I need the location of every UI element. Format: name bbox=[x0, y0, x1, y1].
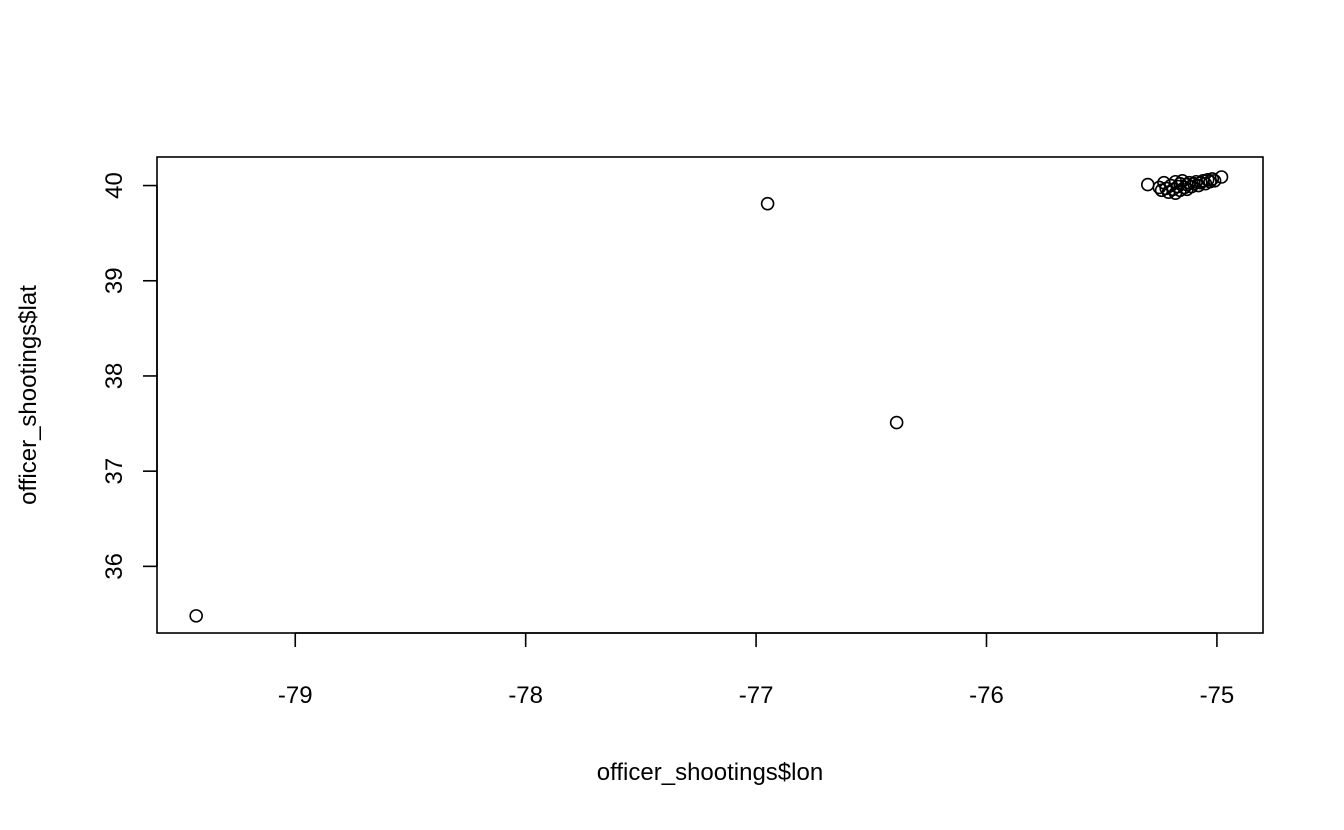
y-tick-label: 38 bbox=[101, 363, 128, 390]
data-point bbox=[1205, 172, 1220, 186]
x-tick-label: -78 bbox=[508, 682, 543, 709]
data-point bbox=[189, 609, 203, 623]
data-point bbox=[889, 415, 904, 430]
data-point bbox=[1200, 173, 1215, 187]
data-point bbox=[1203, 174, 1217, 189]
x-tick-label: -77 bbox=[739, 682, 774, 709]
data-point bbox=[760, 196, 775, 211]
data-points bbox=[189, 170, 1229, 623]
x-tick-label: -79 bbox=[278, 682, 313, 709]
data-point bbox=[1184, 179, 1199, 194]
data-point bbox=[1177, 180, 1192, 195]
data-point bbox=[1207, 174, 1222, 188]
x-tick-label: -75 bbox=[1200, 682, 1235, 709]
y-tick-label: 36 bbox=[101, 553, 128, 580]
x-tick-label: -76 bbox=[969, 682, 1004, 709]
x-axis: -79 -78 -77 -76 -75 bbox=[278, 632, 1235, 709]
y-tick-label: 37 bbox=[101, 458, 128, 485]
x-axis-title: officer_shootings$lon bbox=[597, 759, 823, 786]
plot-frame bbox=[156, 156, 1264, 634]
y-axis: 36 37 38 39 40 bbox=[101, 172, 158, 580]
y-tick-label: 40 bbox=[101, 172, 128, 199]
y-axis-title: officer_shootings$lat bbox=[15, 285, 42, 505]
data-point bbox=[1140, 177, 1155, 192]
data-point bbox=[1214, 170, 1229, 184]
y-tick-label: 39 bbox=[101, 267, 128, 294]
